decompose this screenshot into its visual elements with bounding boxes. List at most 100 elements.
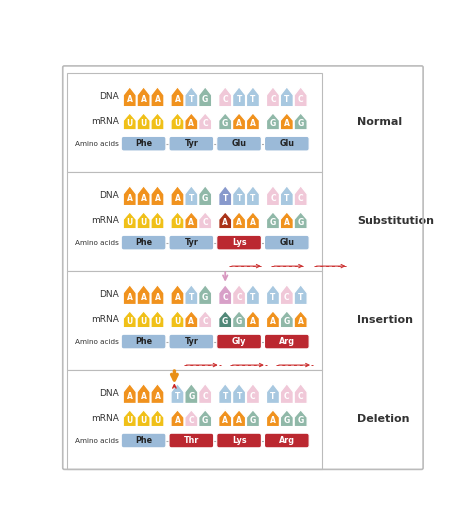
Polygon shape [151, 285, 164, 305]
Text: T: T [189, 194, 194, 203]
Bar [66, 370, 322, 469]
Text: U: U [174, 119, 181, 128]
Text: Arg: Arg [279, 337, 295, 346]
Text: DNA: DNA [99, 389, 119, 398]
Polygon shape [219, 87, 232, 107]
Text: G: G [284, 416, 290, 425]
Polygon shape [151, 410, 164, 427]
Polygon shape [137, 87, 150, 107]
FancyBboxPatch shape [264, 136, 309, 151]
Text: A: A [298, 317, 304, 326]
Text: C: C [222, 95, 228, 104]
Text: C: C [222, 293, 228, 302]
Polygon shape [233, 410, 246, 427]
Polygon shape [199, 113, 212, 130]
Text: A: A [250, 119, 256, 128]
Text: T: T [284, 194, 290, 203]
FancyBboxPatch shape [121, 433, 166, 448]
FancyBboxPatch shape [264, 334, 309, 349]
FancyBboxPatch shape [169, 136, 214, 151]
Text: C: C [250, 392, 256, 401]
Text: A: A [155, 95, 160, 104]
Text: A: A [155, 392, 160, 401]
Polygon shape [233, 384, 246, 403]
Text: A: A [236, 416, 242, 425]
Text: U: U [140, 218, 147, 227]
Bar [66, 172, 322, 271]
Polygon shape [137, 113, 150, 130]
Polygon shape [151, 186, 164, 206]
Polygon shape [280, 186, 293, 206]
Text: C: C [189, 416, 194, 425]
Text: Amino acids: Amino acids [75, 438, 119, 444]
Text: T: T [270, 392, 276, 401]
Polygon shape [151, 113, 164, 130]
Text: Deletion: Deletion [357, 414, 410, 424]
Polygon shape [233, 186, 246, 206]
Text: G: G [298, 218, 304, 227]
Polygon shape [123, 384, 137, 403]
Text: U: U [127, 119, 133, 128]
Text: U: U [155, 416, 161, 425]
Polygon shape [280, 87, 293, 107]
FancyBboxPatch shape [169, 433, 214, 448]
Polygon shape [246, 410, 259, 427]
Polygon shape [219, 212, 232, 229]
Text: DNA: DNA [99, 92, 119, 101]
Text: A: A [141, 95, 146, 104]
Polygon shape [137, 285, 150, 305]
Polygon shape [233, 87, 246, 107]
Polygon shape [219, 113, 232, 130]
Text: A: A [141, 392, 146, 401]
Text: U: U [155, 218, 161, 227]
Text: A: A [127, 293, 133, 302]
Text: U: U [155, 119, 161, 128]
Text: Tyr: Tyr [184, 337, 198, 346]
Polygon shape [246, 311, 259, 328]
Bar [66, 73, 322, 172]
Polygon shape [233, 113, 246, 130]
Text: T: T [222, 194, 228, 203]
Text: A: A [141, 194, 146, 203]
Polygon shape [185, 113, 198, 130]
FancyBboxPatch shape [217, 235, 261, 250]
Polygon shape [294, 186, 307, 206]
Text: G: G [250, 416, 256, 425]
Text: Lys: Lys [232, 238, 246, 247]
Text: C: C [236, 293, 242, 302]
Polygon shape [123, 212, 137, 229]
Text: C: C [298, 194, 303, 203]
Polygon shape [137, 384, 150, 403]
Polygon shape [185, 186, 198, 206]
Text: T: T [250, 194, 255, 203]
Text: A: A [250, 317, 256, 326]
Polygon shape [294, 410, 307, 427]
FancyBboxPatch shape [121, 334, 166, 349]
Text: C: C [298, 392, 303, 401]
Polygon shape [123, 285, 137, 305]
Polygon shape [233, 212, 246, 229]
Polygon shape [171, 186, 184, 206]
Polygon shape [219, 285, 232, 305]
FancyBboxPatch shape [121, 235, 166, 250]
Text: A: A [127, 392, 133, 401]
Text: G: G [270, 218, 276, 227]
Polygon shape [171, 212, 184, 229]
FancyBboxPatch shape [217, 433, 261, 448]
FancyBboxPatch shape [264, 433, 309, 448]
Polygon shape [233, 311, 246, 328]
Polygon shape [266, 410, 280, 427]
Text: A: A [155, 194, 160, 203]
Polygon shape [151, 311, 164, 328]
FancyBboxPatch shape [121, 136, 166, 151]
Text: A: A [155, 293, 160, 302]
Polygon shape [123, 410, 137, 427]
Polygon shape [246, 87, 259, 107]
Text: A: A [127, 95, 133, 104]
Polygon shape [137, 410, 150, 427]
Text: G: G [236, 317, 242, 326]
Polygon shape [280, 285, 293, 305]
FancyBboxPatch shape [169, 235, 214, 250]
Text: Amino acids: Amino acids [75, 339, 119, 344]
Polygon shape [246, 113, 259, 130]
